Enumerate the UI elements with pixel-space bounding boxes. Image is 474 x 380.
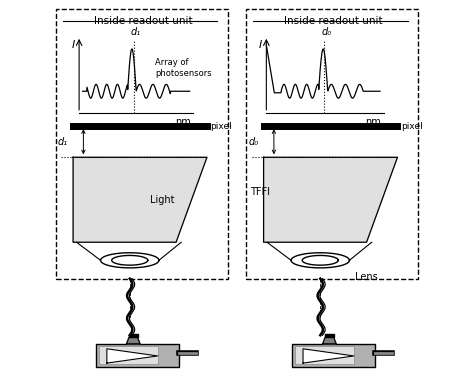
Bar xyxy=(295,346,354,364)
Text: nm: nm xyxy=(175,117,191,127)
Polygon shape xyxy=(264,157,398,242)
Text: d₀: d₀ xyxy=(321,27,331,37)
Bar xyxy=(96,344,179,367)
Text: TFFI: TFFI xyxy=(250,187,270,197)
Bar xyxy=(292,344,374,367)
Polygon shape xyxy=(325,334,334,337)
Text: Array of
photosensors: Array of photosensors xyxy=(155,59,211,78)
Text: Inside readout unit: Inside readout unit xyxy=(284,16,383,26)
Text: d₁: d₁ xyxy=(131,27,141,37)
Polygon shape xyxy=(127,337,140,344)
Polygon shape xyxy=(323,337,336,344)
Text: Inside readout unit: Inside readout unit xyxy=(94,16,192,26)
Text: d₁: d₁ xyxy=(58,137,68,147)
Bar xyxy=(100,346,158,364)
Polygon shape xyxy=(129,334,137,337)
Text: pixel: pixel xyxy=(210,122,232,131)
Text: Lens: Lens xyxy=(355,272,377,282)
Text: Light: Light xyxy=(150,195,175,205)
Text: d₀: d₀ xyxy=(248,137,258,147)
Text: pixel: pixel xyxy=(401,122,423,131)
Polygon shape xyxy=(73,157,207,242)
Text: I: I xyxy=(258,40,262,50)
Polygon shape xyxy=(107,349,158,363)
Polygon shape xyxy=(303,349,354,363)
Text: I: I xyxy=(72,40,74,50)
Text: nm: nm xyxy=(365,117,381,127)
